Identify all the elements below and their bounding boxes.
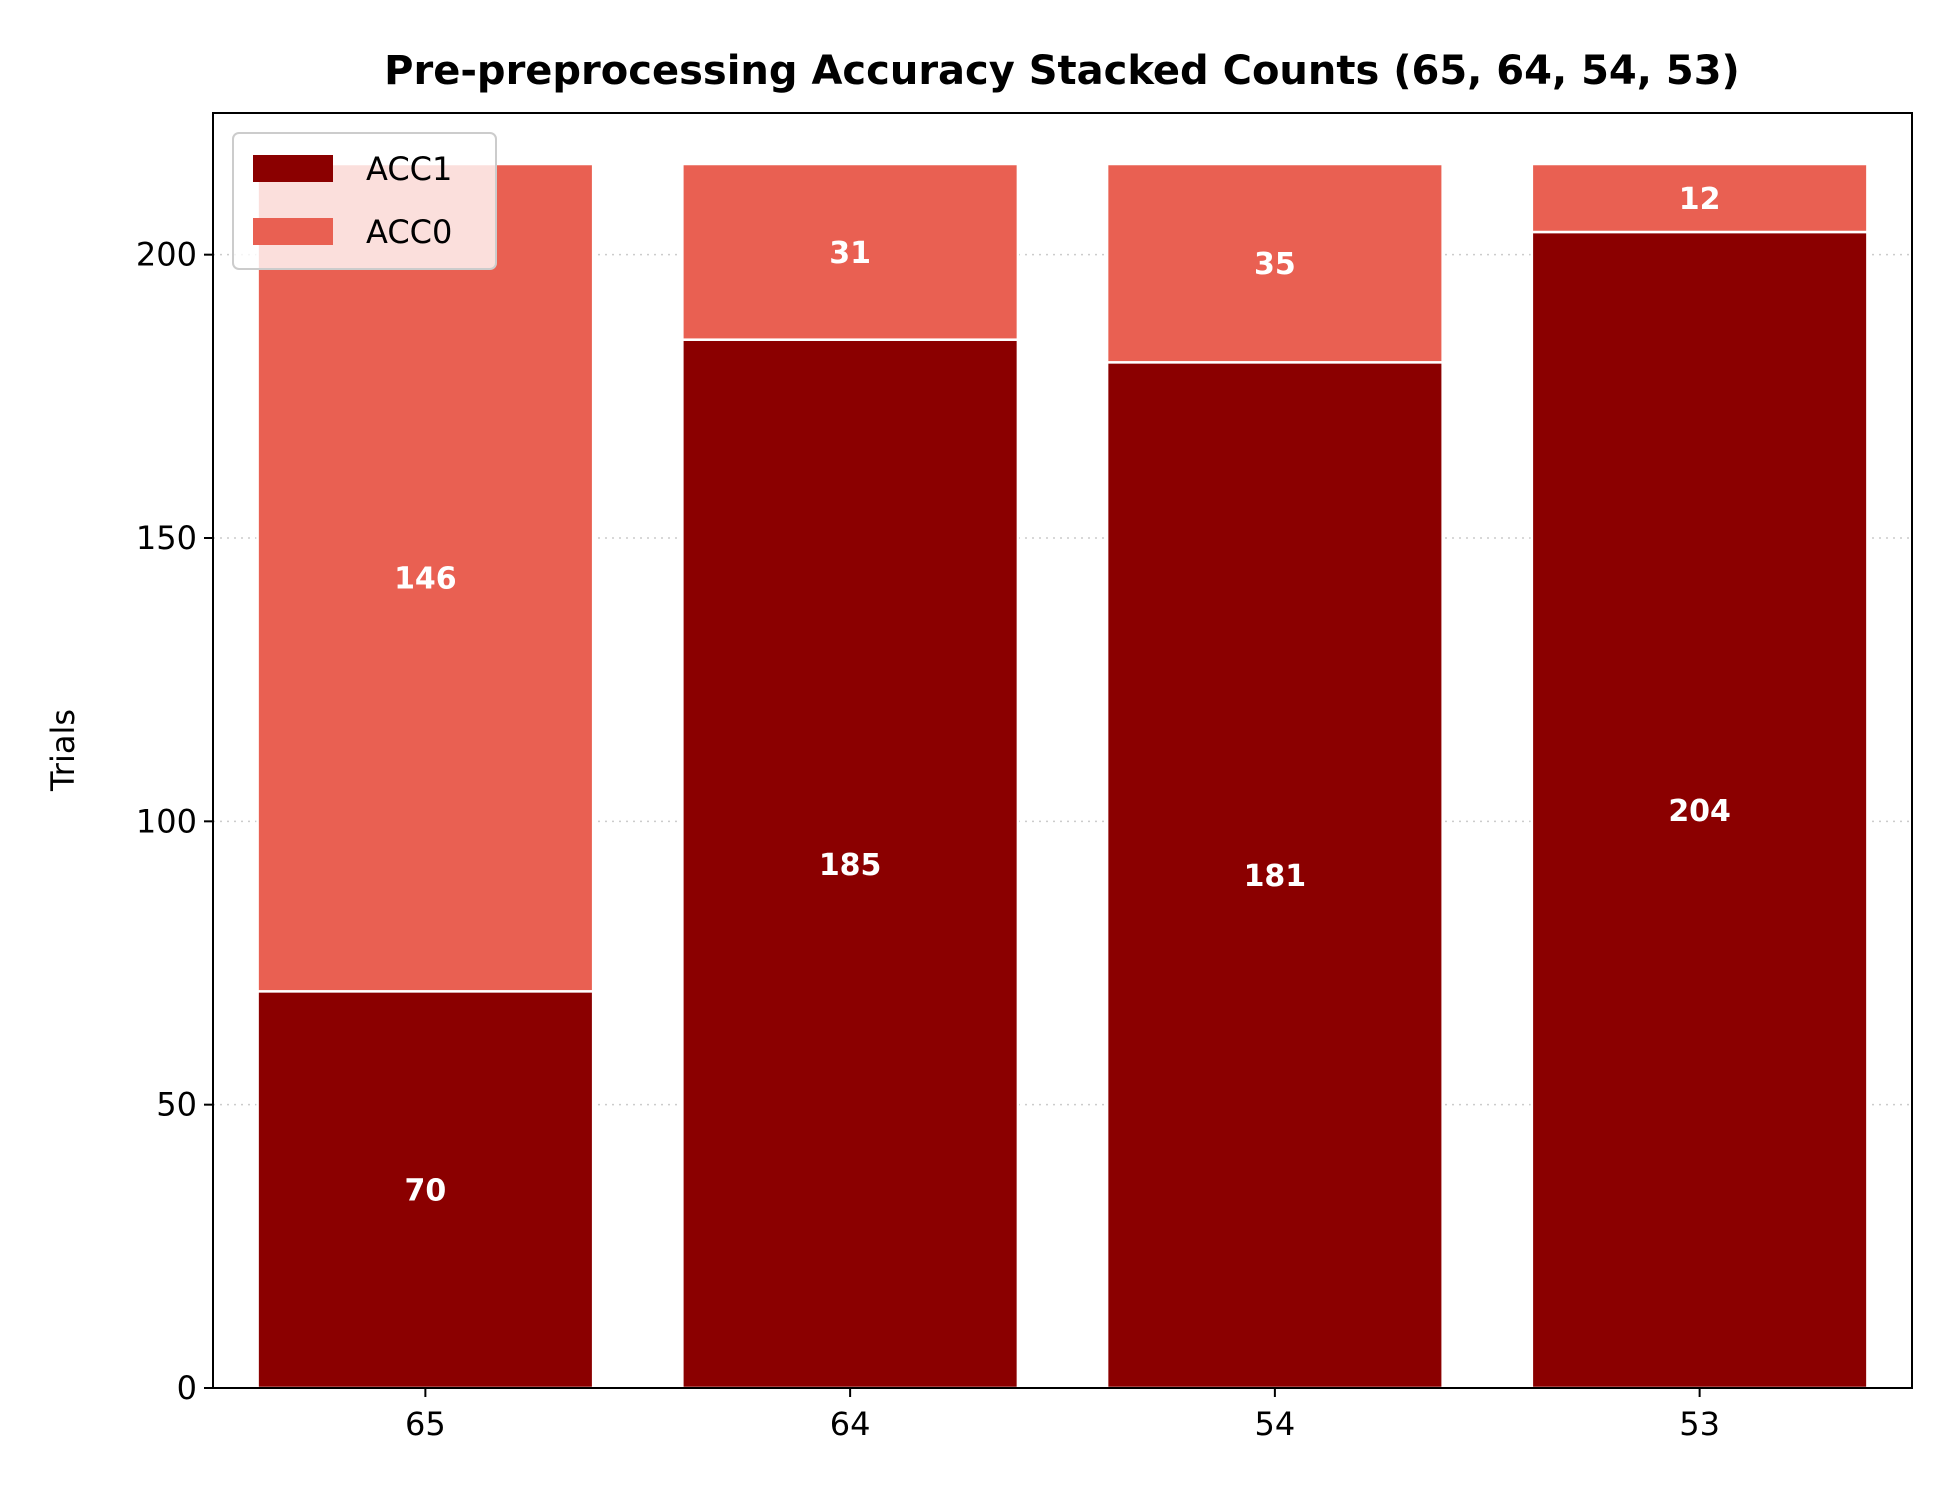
bars: [256, 162, 1869, 1390]
chart-title: Pre-preprocessing Accuracy Stacked Count…: [384, 48, 1740, 94]
plot-frame: [212, 112, 1913, 1389]
y-tick-label: 200: [136, 236, 197, 274]
bar-value-label: 70: [405, 1174, 447, 1209]
x-tick-label: 65: [405, 1405, 446, 1443]
legend-swatch-acc0: [253, 218, 333, 245]
bar-value-label: 181: [1244, 859, 1307, 894]
legend-swatch-acc1: [253, 155, 333, 182]
y-axis: 0 50 100 150 200: [136, 236, 213, 1407]
y-tick-label: 150: [136, 519, 197, 557]
legend-box: [232, 132, 497, 270]
x-tick-label: 53: [1679, 1405, 1720, 1443]
bar-value-label: 31: [829, 236, 871, 271]
bar-value-label: 146: [394, 562, 457, 597]
x-tick-label: 54: [1255, 1405, 1296, 1443]
bar-acc0-53: [1530, 162, 1869, 234]
legend-label-acc1: ACC1: [366, 150, 452, 188]
bar-value-label: 204: [1668, 794, 1731, 829]
bar-acc0-64: [681, 162, 1020, 341]
bar-acc0-65: [256, 162, 595, 993]
y-axis-label: Trials: [44, 709, 82, 792]
bar-value-label: 35: [1254, 247, 1296, 282]
bar-value-labels: 70 146 185 31 181 35 204 12: [394, 182, 1731, 1209]
y-tick-label: 50: [156, 1086, 197, 1124]
x-axis: 65 64 54 53: [405, 1388, 1720, 1443]
legend: ACC1 ACC0: [232, 132, 497, 270]
y-tick-label: 0: [177, 1369, 197, 1407]
bar-value-label: 185: [819, 848, 882, 883]
bar-value-label: 12: [1679, 182, 1721, 217]
x-tick-label: 64: [830, 1405, 871, 1443]
bar-acc0-54: [1105, 162, 1444, 364]
y-tick-label: 100: [136, 802, 197, 840]
bar-acc1-53: [1530, 230, 1869, 1390]
legend-label-acc0: ACC0: [366, 213, 452, 251]
